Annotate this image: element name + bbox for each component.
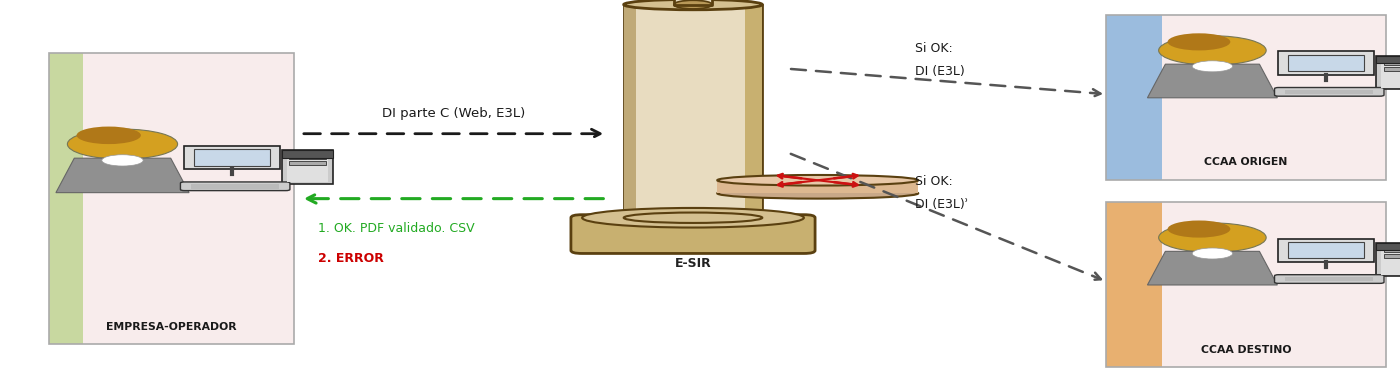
Circle shape xyxy=(1193,61,1232,72)
Text: Si OK:: Si OK: xyxy=(916,42,953,55)
Bar xyxy=(624,5,636,218)
Bar xyxy=(281,150,333,157)
Bar xyxy=(1106,15,1386,180)
FancyBboxPatch shape xyxy=(183,146,280,169)
Bar xyxy=(1382,57,1400,88)
Bar xyxy=(287,152,328,182)
FancyBboxPatch shape xyxy=(1278,52,1373,75)
Ellipse shape xyxy=(624,0,762,10)
FancyBboxPatch shape xyxy=(193,149,270,166)
Bar xyxy=(1383,67,1400,71)
Circle shape xyxy=(1168,220,1231,238)
Bar xyxy=(290,155,326,159)
Bar xyxy=(1285,89,1373,94)
Bar xyxy=(1106,202,1386,367)
FancyBboxPatch shape xyxy=(1376,56,1400,89)
Bar xyxy=(1383,60,1400,65)
Circle shape xyxy=(1193,248,1232,259)
Polygon shape xyxy=(1148,251,1277,285)
FancyBboxPatch shape xyxy=(181,182,290,191)
Text: CCAA DESTINO: CCAA DESTINO xyxy=(1201,345,1291,354)
FancyBboxPatch shape xyxy=(1288,55,1365,71)
Bar xyxy=(1382,244,1400,275)
Bar xyxy=(84,53,294,344)
FancyBboxPatch shape xyxy=(1278,239,1373,262)
Bar xyxy=(1376,243,1400,250)
Text: DI parte C (Web, E3L): DI parte C (Web, E3L) xyxy=(382,107,525,120)
Text: 2. ERROR: 2. ERROR xyxy=(318,252,384,265)
Bar xyxy=(1383,248,1400,252)
Bar xyxy=(1106,202,1162,367)
Text: EMPRESA-OPERADOR: EMPRESA-OPERADOR xyxy=(106,322,237,332)
Bar xyxy=(1376,56,1400,63)
Text: DI (E3L)ʾ: DI (E3L)ʾ xyxy=(916,198,969,211)
Bar xyxy=(49,53,294,344)
FancyBboxPatch shape xyxy=(1288,242,1365,258)
Ellipse shape xyxy=(624,212,762,223)
Bar xyxy=(624,5,762,218)
Circle shape xyxy=(67,129,178,159)
Ellipse shape xyxy=(582,208,804,228)
Circle shape xyxy=(102,155,143,166)
Ellipse shape xyxy=(717,188,918,199)
Circle shape xyxy=(77,126,141,144)
Text: CCAA ORIGEN: CCAA ORIGEN xyxy=(1204,157,1288,167)
Bar xyxy=(290,161,326,165)
Bar xyxy=(673,0,713,6)
Ellipse shape xyxy=(673,0,713,9)
Text: 1. OK. PDF validado. CSV: 1. OK. PDF validado. CSV xyxy=(318,222,475,235)
FancyBboxPatch shape xyxy=(1376,243,1400,277)
Bar xyxy=(1162,202,1386,367)
Ellipse shape xyxy=(717,175,918,186)
Bar xyxy=(1285,277,1373,282)
Bar xyxy=(745,5,762,218)
Bar xyxy=(1383,254,1400,258)
Bar xyxy=(49,53,84,344)
Bar xyxy=(1162,15,1386,180)
FancyBboxPatch shape xyxy=(571,215,815,254)
Polygon shape xyxy=(56,158,189,193)
Circle shape xyxy=(1159,223,1266,252)
FancyBboxPatch shape xyxy=(1274,87,1385,96)
Bar xyxy=(190,184,280,189)
FancyBboxPatch shape xyxy=(1274,275,1385,283)
Bar xyxy=(1106,15,1162,180)
Text: E-SIR: E-SIR xyxy=(675,257,711,270)
FancyBboxPatch shape xyxy=(281,150,333,184)
Bar xyxy=(717,180,918,193)
Polygon shape xyxy=(1148,64,1277,98)
Circle shape xyxy=(1168,33,1231,50)
Text: Si OK:: Si OK: xyxy=(916,175,953,188)
Circle shape xyxy=(1159,36,1266,65)
Text: DI (E3L): DI (E3L) xyxy=(916,65,965,78)
